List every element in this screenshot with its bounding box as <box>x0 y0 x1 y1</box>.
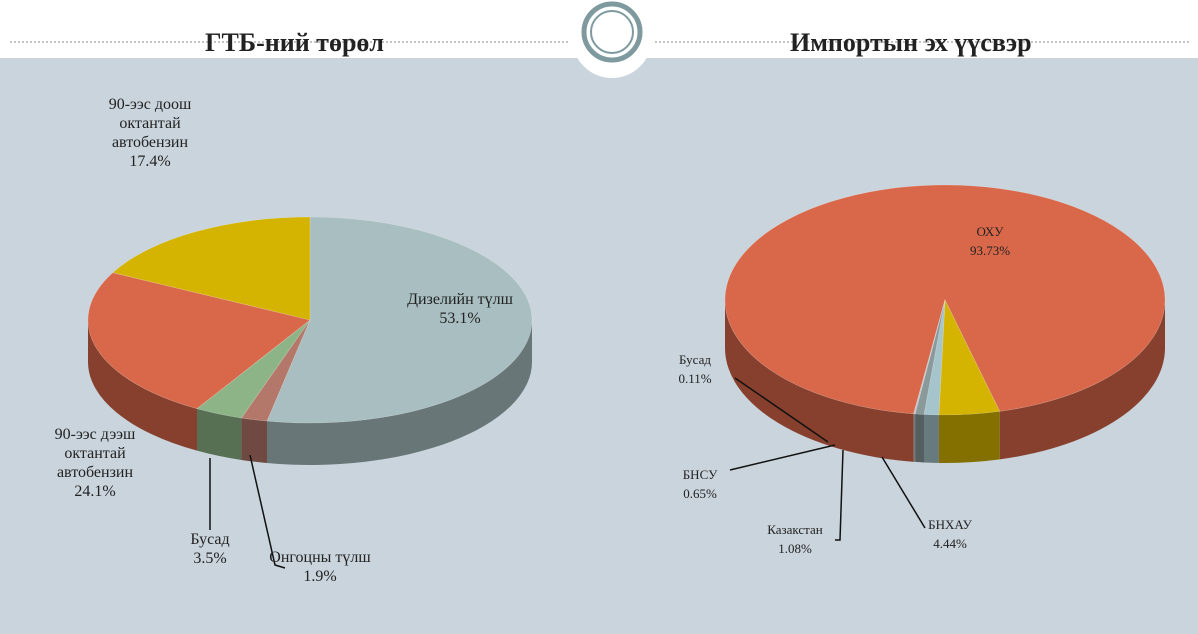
slice <box>266 216 533 424</box>
slice <box>913 299 946 415</box>
slice-value-label: 1.9% <box>303 568 337 585</box>
slice-side <box>999 300 1165 460</box>
slice-side <box>725 300 914 462</box>
slice-label: Онгоцны түлш <box>269 549 371 566</box>
slice-value-label: 53.1% <box>439 310 481 327</box>
leader-line <box>249 454 286 569</box>
header-ring <box>590 10 634 54</box>
slice <box>724 184 1166 415</box>
slice <box>112 216 311 321</box>
slice-label: Дизелийн түлш <box>407 291 513 308</box>
slice-value-label: 0.11% <box>678 371 712 386</box>
slice-label: Бусад <box>679 352 711 367</box>
slice-label: 90-ээс доош октантай автобензин <box>108 96 192 151</box>
slice-value-label: 17.4% <box>129 153 171 170</box>
slice-label: 90-ээс дээш октантай автобензин <box>54 426 136 481</box>
slice-side <box>913 413 916 462</box>
slice-label: Бусад <box>190 531 230 548</box>
slice-value-label: 1.08% <box>778 541 812 556</box>
leader-line <box>729 444 836 471</box>
chart-title: ГТБ-ний төрөл <box>205 28 384 57</box>
slice-side <box>267 320 532 466</box>
slice-value-label: 24.1% <box>74 483 116 500</box>
slice <box>914 299 946 415</box>
slice-label: Казакстан <box>767 522 823 537</box>
leader-line <box>835 449 844 541</box>
slice-label: ОХУ <box>976 224 1004 239</box>
slice-side <box>241 417 268 464</box>
slice <box>923 299 946 416</box>
header-disc <box>572 0 652 78</box>
slice-value-label: 93.73% <box>969 243 1011 258</box>
slice <box>87 272 311 409</box>
slice-side <box>196 408 242 460</box>
slice-value-label: 0.65% <box>683 486 717 501</box>
slice-side <box>88 320 197 451</box>
slice-label: БНХАУ <box>928 517 972 532</box>
slice <box>196 319 311 419</box>
slice-side <box>915 413 925 463</box>
slice-side <box>924 414 939 463</box>
slice-value-label: 3.5% <box>193 550 227 567</box>
slice-side <box>938 411 1000 463</box>
leader-line <box>734 377 829 443</box>
slice <box>938 298 1001 416</box>
slice <box>240 319 311 422</box>
leader-line <box>881 456 926 529</box>
chart-title: Импортын эх үүсвэр <box>790 28 1032 57</box>
slice-label: БНСУ <box>682 467 718 482</box>
header-ring <box>581 1 643 63</box>
slice-value-label: 4.44% <box>933 536 967 551</box>
